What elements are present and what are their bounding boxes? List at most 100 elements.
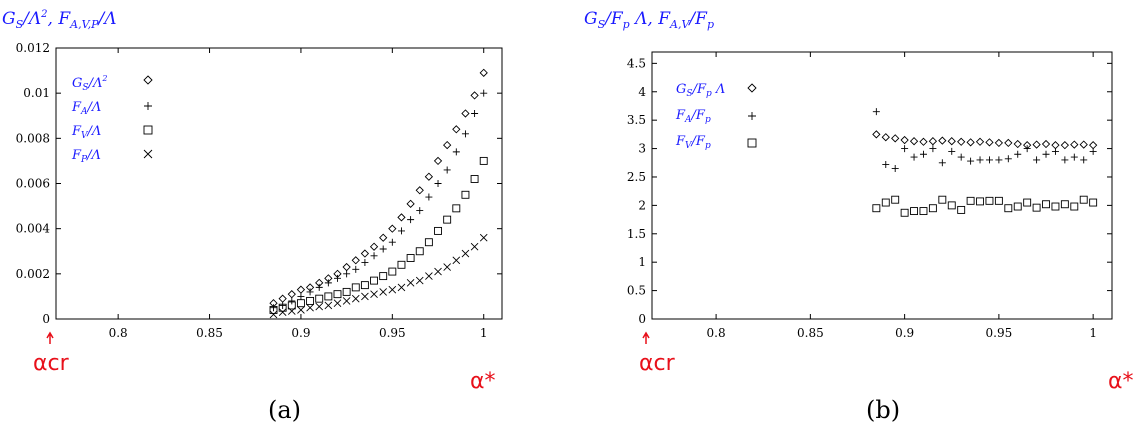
- data-point-diamond: [891, 134, 900, 143]
- data-point-diamond: [342, 262, 351, 272]
- data-point-diamond: [957, 137, 966, 146]
- data-point-square: [994, 196, 1003, 205]
- data-point-plus: [379, 245, 387, 253]
- data-point-diamond: [1041, 139, 1051, 149]
- data-point-diamond: [296, 285, 306, 294]
- data-point-square: [379, 272, 388, 281]
- data-point-plus: [306, 288, 314, 296]
- data-point-diamond: [1013, 139, 1022, 149]
- data-point-square: [1089, 198, 1098, 207]
- data-point-plus: [1033, 156, 1041, 164]
- data-point-square: [424, 238, 433, 247]
- data-point-cross: [361, 292, 369, 301]
- data-point-plus: [297, 292, 305, 300]
- data-point-square: [287, 301, 296, 310]
- data-point-diamond: [388, 224, 397, 233]
- data-point-diamond: [909, 137, 919, 146]
- alpha-cr-arrow-b: [642, 331, 650, 344]
- data-point-diamond: [278, 294, 287, 303]
- x-tick-label: 1: [1089, 326, 1097, 340]
- data-point-plus: [1004, 155, 1012, 163]
- data-point-diamond: [1032, 140, 1041, 149]
- x-tick-label: 0.95: [379, 326, 406, 340]
- data-point-diamond: [415, 186, 424, 195]
- data-point-diamond: [360, 249, 370, 258]
- y-tick-label: 0: [42, 312, 50, 326]
- data-point-square: [891, 195, 900, 204]
- data-point-square: [966, 196, 975, 205]
- data-point-diamond: [938, 136, 947, 145]
- data-point-plus: [976, 156, 984, 164]
- data-point-square: [1060, 200, 1069, 209]
- data-point-square: [470, 175, 479, 183]
- data-point-diamond: [1051, 141, 1060, 150]
- data-point-square: [315, 294, 324, 303]
- y-tick-label: 4: [638, 85, 646, 99]
- chart-a-alpha-cr: αcr: [33, 351, 70, 376]
- data-point-square: [938, 195, 947, 204]
- data-point-square: [306, 296, 315, 305]
- data-point-diamond: [379, 233, 388, 242]
- data-point-square: [1079, 195, 1088, 204]
- data-point-plus: [1042, 150, 1050, 158]
- data-point-square: [406, 254, 415, 262]
- data-point-diamond: [919, 137, 928, 146]
- data-point-diamond: [461, 109, 470, 118]
- chart-a-alpha-star: α*: [470, 369, 496, 394]
- data-point-square: [976, 197, 984, 206]
- x-tick-label: 0.9: [291, 326, 310, 340]
- data-point-square: [957, 205, 966, 214]
- legend-b-diamond-marker: [747, 83, 757, 93]
- data-point-cross: [324, 301, 333, 310]
- data-point-plus: [1089, 147, 1097, 155]
- y-tick-label: 0.006: [16, 177, 50, 191]
- data-point-cross: [470, 242, 479, 251]
- y-tick-label: 0.012: [16, 41, 50, 55]
- chart-b-caption: (b): [866, 396, 900, 424]
- data-point-diamond: [351, 256, 360, 265]
- data-point-square: [360, 281, 369, 290]
- data-point-plus: [910, 153, 918, 161]
- data-point-plus: [480, 89, 488, 97]
- x-tick-label: 0.85: [196, 326, 223, 340]
- chart-a-legend: GS/Λ2 FA/Λ FV/Λ FP/Λ: [71, 74, 153, 165]
- data-point-square: [1013, 202, 1022, 211]
- data-point-cross: [351, 294, 360, 303]
- data-point-plus: [370, 252, 378, 260]
- legend-a-cross-marker: [143, 149, 153, 159]
- data-point-square: [1032, 203, 1041, 212]
- x-tick-label: 1: [480, 326, 488, 340]
- data-point-plus: [333, 274, 341, 282]
- legend-b-fv: FV/Fp: [675, 134, 711, 151]
- data-point-plus: [388, 238, 396, 246]
- data-point-square: [1070, 202, 1079, 211]
- data-point-plus: [315, 283, 323, 291]
- chart-b-alpha-cr: αcr: [639, 351, 676, 376]
- data-point-plus: [901, 145, 909, 153]
- data-point-plus: [352, 265, 360, 273]
- chart-a-marks: [269, 68, 488, 319]
- y-tick-label: 1.5: [627, 227, 646, 241]
- data-point-diamond: [985, 138, 994, 147]
- data-point-plus: [443, 166, 451, 174]
- data-point-plus: [279, 301, 287, 309]
- data-point-square: [296, 299, 305, 308]
- data-point-cross: [425, 272, 433, 280]
- data-point-square: [324, 292, 333, 301]
- data-point-cross: [479, 233, 488, 242]
- data-point-plus: [288, 297, 296, 305]
- y-tick-label: 3.5: [627, 113, 646, 127]
- chart-b: GS/Fp Λ, FA,V/Fp 0.8 0.85 0.9 0.95 1 0 0.5 1 1.…: [584, 9, 1134, 424]
- data-point-plus: [270, 304, 278, 312]
- data-point-square: [910, 207, 918, 216]
- data-point-diamond: [406, 199, 415, 208]
- data-point-square: [479, 156, 488, 165]
- legend-a-gs: GS/Λ2: [72, 74, 107, 93]
- data-point-cross: [333, 299, 342, 308]
- data-point-square: [1023, 198, 1032, 207]
- chart-b-alpha-star: α*: [1108, 369, 1134, 394]
- data-point-square: [443, 215, 452, 224]
- data-point-plus: [1080, 156, 1088, 164]
- data-point-cross: [379, 288, 388, 296]
